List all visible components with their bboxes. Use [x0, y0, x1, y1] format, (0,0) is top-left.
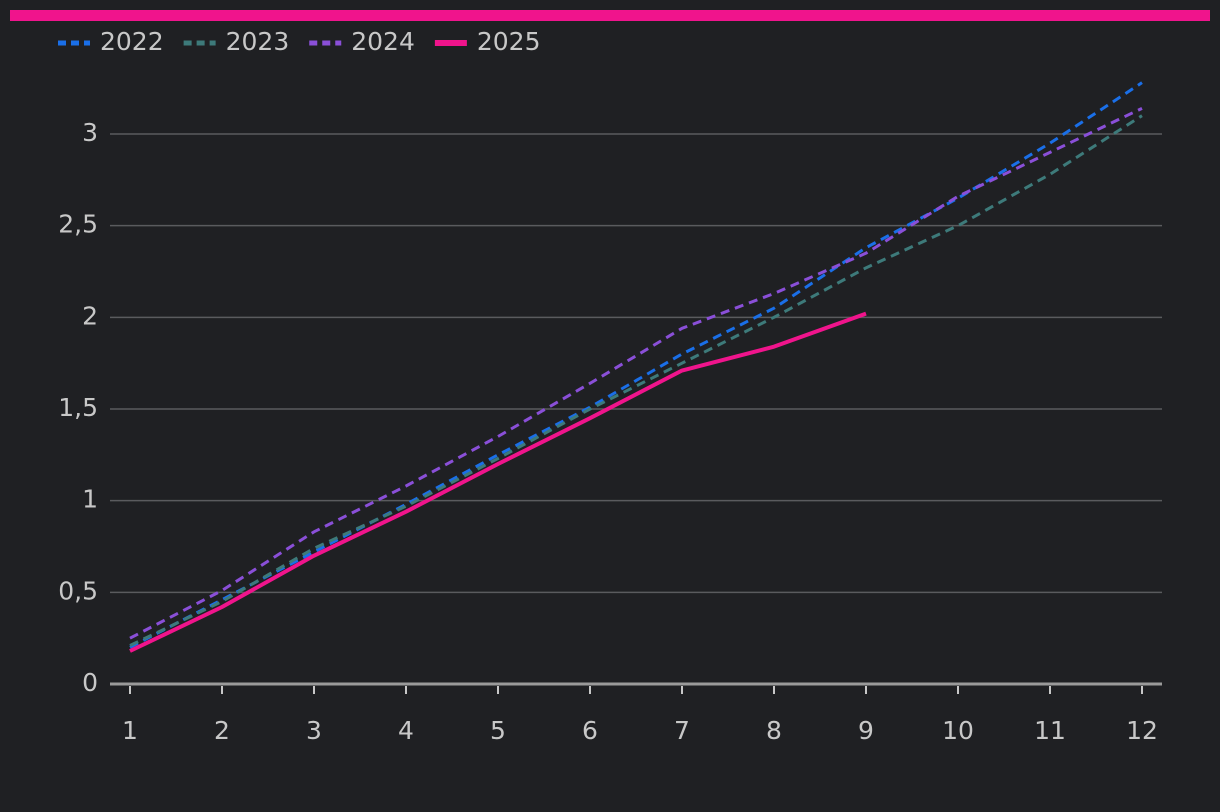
series-line — [129, 311, 867, 653]
x-tick-label: 9 — [858, 716, 874, 745]
y-tick-label: 0,5 — [58, 576, 98, 605]
x-tick-label: 10 — [942, 716, 974, 745]
legend-label: 2022 — [100, 27, 164, 56]
y-tick-label: 1 — [82, 485, 98, 514]
y-tick-label: 1,5 — [58, 393, 98, 422]
x-tick-label: 6 — [582, 716, 598, 745]
y-tick-label: 0 — [82, 668, 98, 697]
series-line — [129, 114, 1143, 647]
y-tick-label: 2 — [82, 301, 98, 330]
x-tick-label: 8 — [766, 716, 782, 745]
legend-label: 2024 — [351, 27, 415, 56]
x-tick-label: 2 — [214, 716, 230, 745]
series-line — [129, 81, 1143, 649]
x-tick-label: 4 — [398, 716, 414, 745]
y-tick-label: 3 — [82, 118, 98, 147]
x-tick-label: 5 — [490, 716, 506, 745]
x-tick-label: 3 — [306, 716, 322, 745]
y-tick-label: 2,5 — [58, 210, 98, 239]
x-tick-label: 11 — [1034, 716, 1066, 745]
x-tick-label: 1 — [122, 716, 138, 745]
x-tick-label: 7 — [674, 716, 690, 745]
legend-label: 2025 — [477, 27, 541, 56]
top-bar — [10, 10, 1210, 21]
x-tick-label: 12 — [1126, 716, 1158, 745]
legend-label: 2023 — [226, 27, 290, 56]
